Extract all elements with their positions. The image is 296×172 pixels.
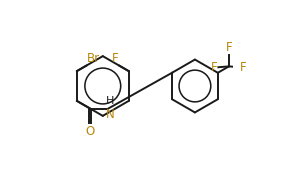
Text: H: H bbox=[106, 96, 115, 106]
Text: N: N bbox=[106, 108, 115, 121]
Text: F: F bbox=[240, 61, 247, 74]
Text: Br: Br bbox=[87, 52, 100, 65]
Text: F: F bbox=[226, 41, 232, 54]
Text: O: O bbox=[86, 125, 95, 138]
Text: F: F bbox=[211, 61, 218, 74]
Text: F: F bbox=[112, 52, 118, 65]
